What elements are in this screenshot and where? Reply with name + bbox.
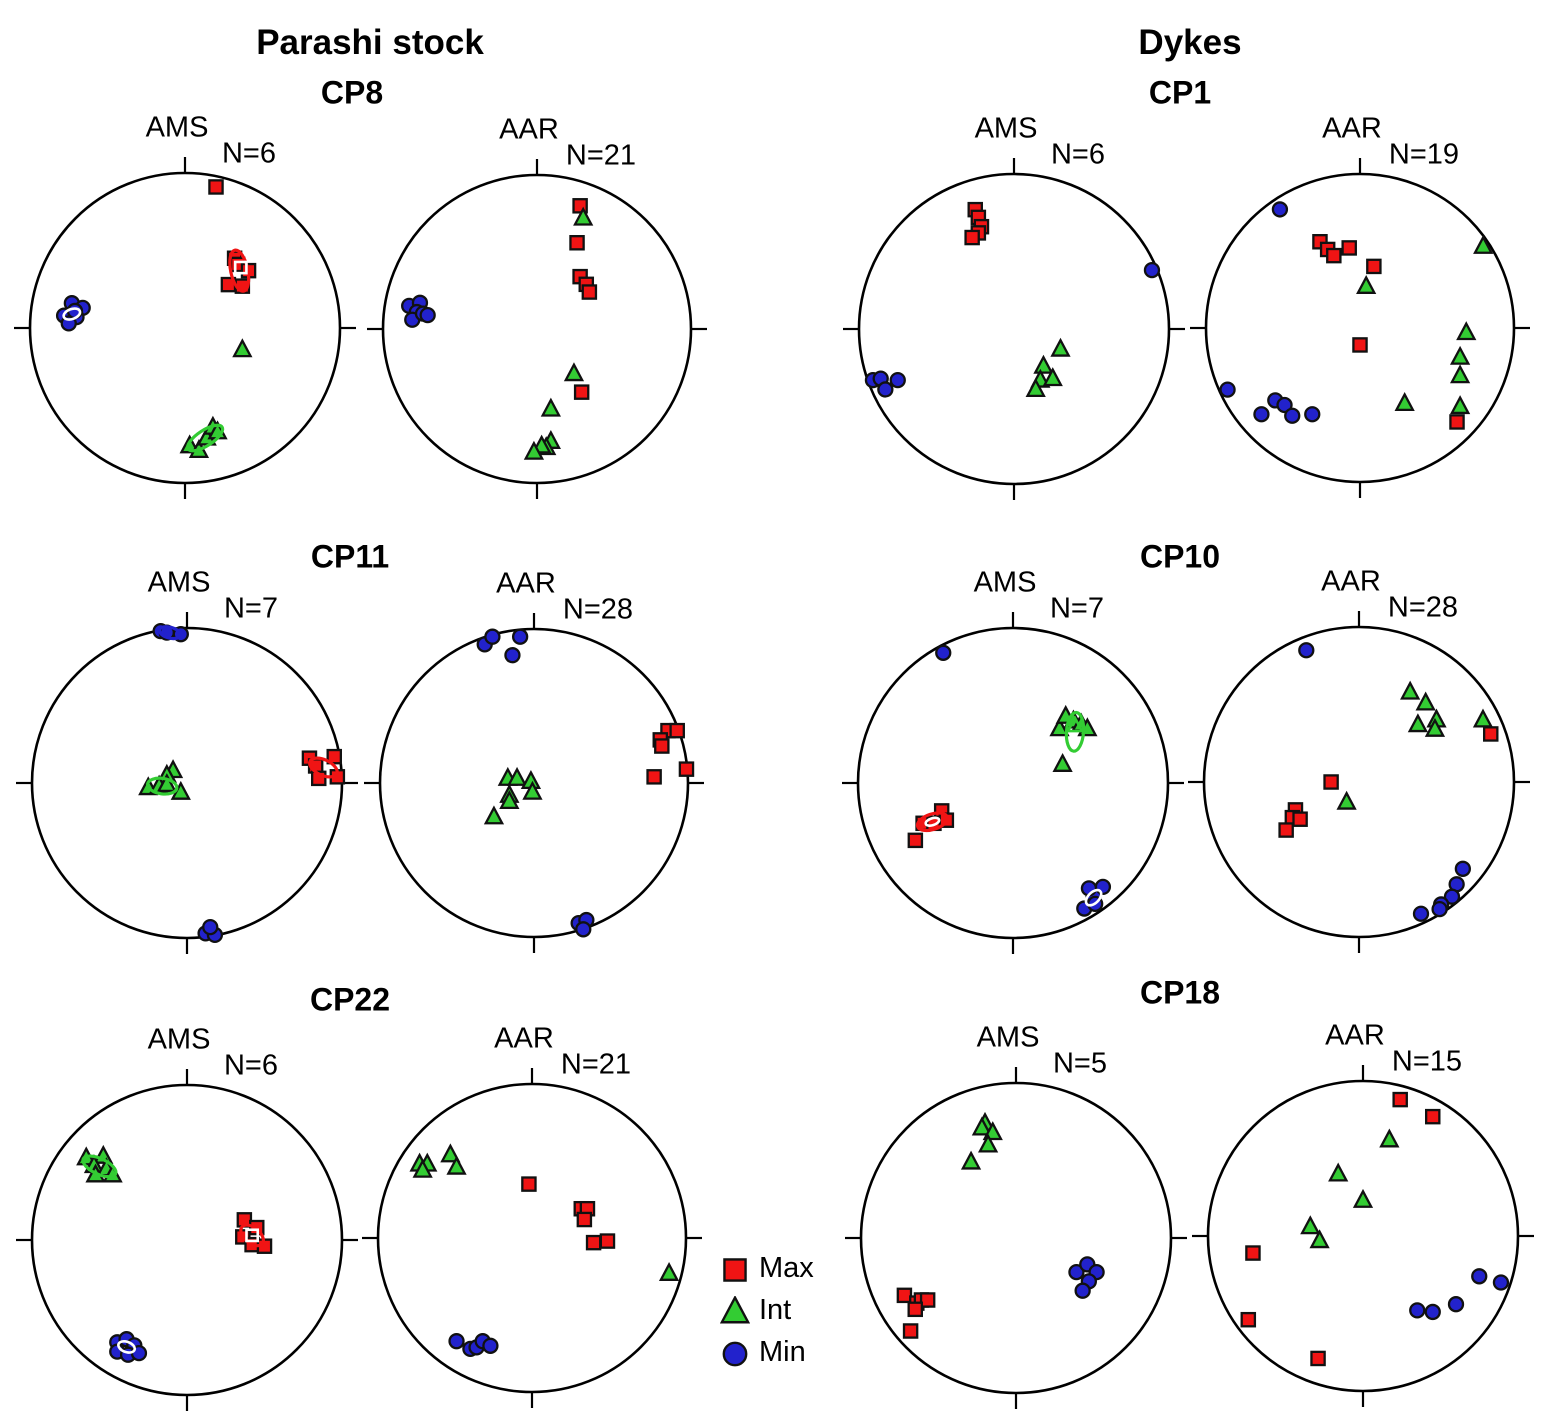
panel-method-label-cp18-ams: AMS <box>976 1021 1040 1054</box>
site-title-cp8: CP8 <box>320 74 384 111</box>
site-title-cp22: CP22 <box>309 981 391 1018</box>
stereonet-cp22-aar <box>362 1068 702 1408</box>
max-square-icon <box>720 1254 750 1284</box>
mean-ellipse-int <box>81 1154 118 1179</box>
mean-ellipse-white <box>62 307 82 321</box>
site-title-cp18: CP18 <box>1139 974 1221 1011</box>
mean-ellipse-white <box>924 816 941 827</box>
stereonet-cp10-aar <box>1188 611 1530 953</box>
mean-ellipse-int <box>145 776 179 796</box>
panel-n-label-cp22-aar: N=21 <box>560 1048 632 1081</box>
stereonet-cp10-ams <box>842 612 1184 954</box>
panel-n-label-cp18-ams: N=5 <box>1052 1047 1108 1080</box>
min-circle-icon <box>720 1338 750 1368</box>
mean-ellipse-white <box>1084 888 1103 907</box>
panel-method-label-cp10-ams: AMS <box>973 566 1037 599</box>
mean-marker-square <box>245 1228 260 1243</box>
panel-n-label-cp11-aar: N=28 <box>562 593 634 626</box>
panel-method-label-cp22-ams: AMS <box>147 1023 211 1056</box>
group-title-parashi-stock: Parashi stock <box>256 23 484 62</box>
mean-marker-square <box>233 260 248 275</box>
mean-marker-triangle <box>1065 715 1085 733</box>
mean-ellipse-min <box>157 625 183 641</box>
legend-item-min: Min <box>720 1336 814 1369</box>
int-triangle-icon <box>720 1295 750 1326</box>
legend-min-label: Min <box>759 1336 806 1368</box>
mean-ellipse-max <box>308 756 339 779</box>
panel-method-label-cp1-aar: AAR <box>1322 112 1382 145</box>
legend-max-label: Max <box>759 1252 814 1284</box>
group-title-dykes: Dykes <box>1138 23 1242 62</box>
stereonet-cp11-aar <box>364 613 704 953</box>
legend: Max Int Min <box>720 1252 814 1369</box>
stereonet-cp22-ams <box>16 1069 358 1411</box>
stereonet-cp18-aar <box>1192 1065 1534 1407</box>
panel-method-label-cp8-ams: AMS <box>145 111 209 144</box>
panel-method-label-cp8-aar: AAR <box>499 113 559 146</box>
panel-n-label-cp10-ams: N=7 <box>1049 592 1105 625</box>
site-title-cp1: CP1 <box>1148 74 1212 111</box>
mean-ellipse-int <box>186 423 225 453</box>
site-title-cp10: CP10 <box>1139 538 1221 575</box>
panel-method-label-cp11-ams: AMS <box>147 566 211 599</box>
stereonet-cp1-aar <box>1190 158 1530 498</box>
panel-n-label-cp18-aar: N=15 <box>1391 1045 1463 1078</box>
panel-method-label-cp1-ams: AMS <box>974 112 1038 145</box>
stereonet-cp11-ams <box>16 612 358 954</box>
mean-ellipse-max <box>915 811 949 833</box>
panel-n-label-cp1-ams: N=6 <box>1050 138 1106 171</box>
panel-n-label-cp10-aar: N=28 <box>1387 591 1459 624</box>
legend-item-max: Max <box>720 1252 814 1285</box>
panel-n-label-cp22-ams: N=6 <box>223 1049 279 1082</box>
stereonet-cp8-ams <box>14 157 356 499</box>
panel-n-label-cp8-ams: N=6 <box>221 137 277 170</box>
stereonet-cp18-ams <box>845 1067 1187 1409</box>
legend-item-int: Int <box>720 1294 814 1327</box>
panel-method-label-cp22-aar: AAR <box>494 1022 554 1055</box>
panel-method-label-cp11-aar: AAR <box>496 567 556 600</box>
legend-int-label: Int <box>759 1294 792 1326</box>
mean-ellipse-white <box>117 1340 137 1354</box>
panel-method-label-cp18-aar: AAR <box>1325 1019 1385 1052</box>
panel-method-label-cp10-aar: AAR <box>1321 565 1381 598</box>
site-title-cp11: CP11 <box>310 538 390 575</box>
stereonet-cp8-aar <box>367 159 707 499</box>
stereonet-cp1-ams <box>843 158 1185 500</box>
panel-n-label-cp8-aar: N=21 <box>565 139 637 172</box>
panel-n-label-cp11-ams: N=7 <box>223 592 279 625</box>
panel-n-label-cp1-aar: N=19 <box>1388 138 1460 171</box>
